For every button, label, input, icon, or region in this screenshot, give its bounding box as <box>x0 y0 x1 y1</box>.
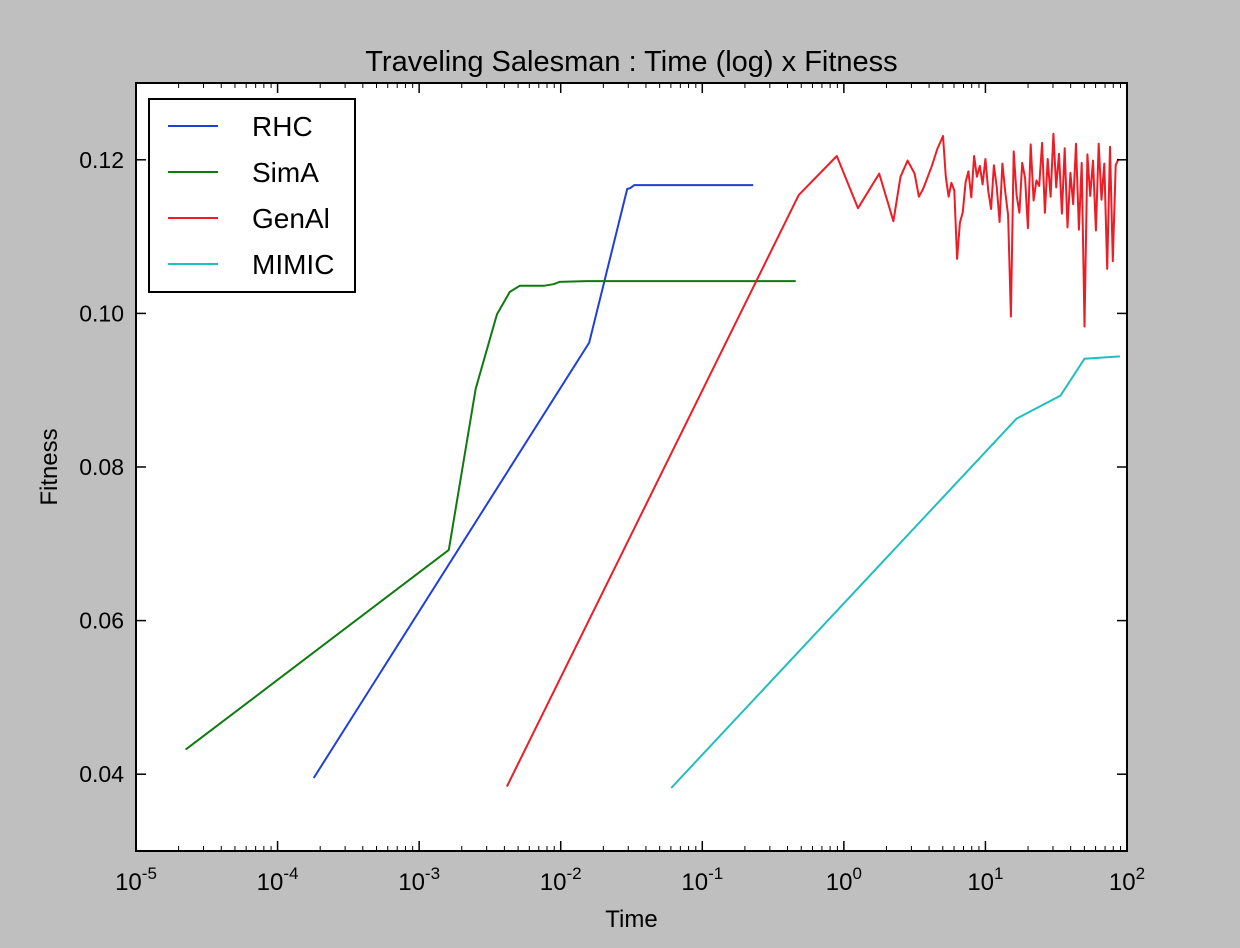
legend-label-sima: SimA <box>252 157 319 188</box>
x-tick-label: 102 <box>1109 864 1145 896</box>
x-tick-label: 10-1 <box>681 864 723 896</box>
legend-label-genal: GenAl <box>252 203 330 234</box>
legend-label-rhc: RHC <box>252 111 313 142</box>
chart-marks <box>184 132 1120 789</box>
legend-label-mimic: MIMIC <box>252 249 334 280</box>
y-tick-label: 0.04 <box>79 761 124 787</box>
x-tick-label: 101 <box>967 864 1003 896</box>
series-line-sima <box>184 280 796 751</box>
x-tick-label: 10-2 <box>540 864 582 896</box>
series-line-mimic <box>670 355 1120 789</box>
x-axis-label: Time <box>605 906 657 933</box>
y-axis-label: Fitness <box>36 428 63 505</box>
x-tick-label: 10-3 <box>398 864 440 896</box>
y-axis: 0.04 0.06 0.08 0.10 0.12 <box>79 147 1127 787</box>
chart-title: Traveling Salesman : Time (log) x Fitnes… <box>365 46 897 78</box>
y-tick-label: 0.06 <box>79 608 124 634</box>
x-tick-label: 10-4 <box>257 864 299 896</box>
y-tick-label: 0.08 <box>79 454 124 480</box>
legend: RHC SimA GenAl MIMIC <box>148 98 356 293</box>
series-line-rhc <box>312 184 754 779</box>
x-tick-label: 100 <box>826 864 862 896</box>
legend-box <box>148 98 356 293</box>
plot-area-frame <box>135 82 1128 852</box>
y-tick-label: 0.10 <box>79 300 124 326</box>
y-tick-label: 0.12 <box>79 147 124 173</box>
x-tick-label: 10-5 <box>115 864 157 896</box>
series-line-genal <box>506 132 1120 787</box>
